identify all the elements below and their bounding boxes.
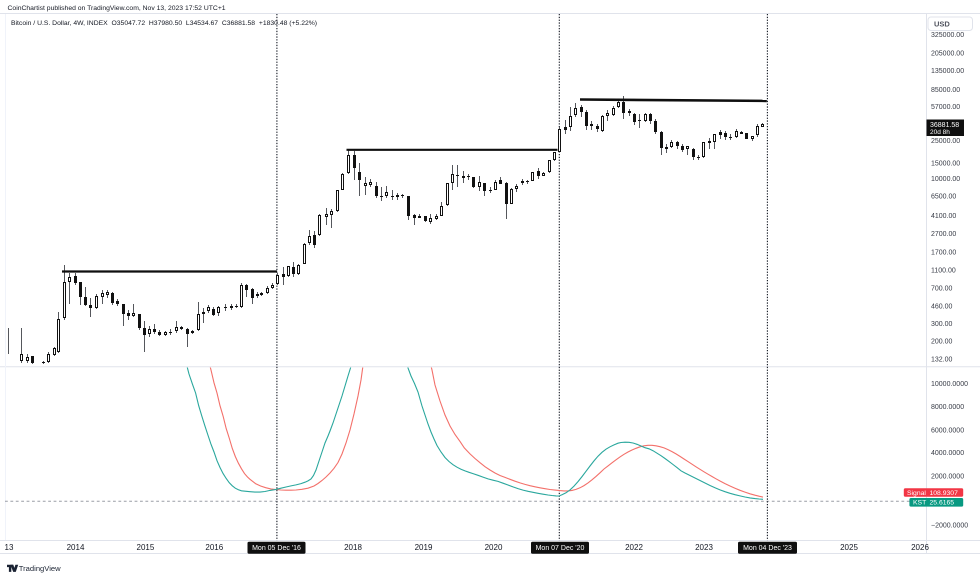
- svg-text:2015: 2015: [137, 543, 155, 552]
- svg-text:CoinChartist published on Trad: CoinChartist published on TradingView.co…: [8, 5, 226, 12]
- svg-text:460.00: 460.00: [931, 303, 953, 310]
- svg-text:8000.0000: 8000.0000: [931, 404, 964, 411]
- svg-text:132.00: 132.00: [931, 356, 953, 363]
- svg-text:10000.00: 10000.00: [931, 176, 960, 183]
- svg-text:1100.00: 1100.00: [931, 267, 956, 274]
- svg-text:6500.00: 6500.00: [931, 194, 956, 201]
- svg-text:15000.00: 15000.00: [931, 161, 960, 168]
- svg-text:4000.0000: 4000.0000: [931, 450, 964, 457]
- svg-text:2014: 2014: [67, 543, 85, 552]
- svg-text:USD: USD: [934, 19, 950, 28]
- svg-text:2000.0000: 2000.0000: [931, 474, 964, 481]
- svg-text:135000.00: 135000.00: [931, 68, 964, 75]
- svg-text:205000.00: 205000.00: [931, 50, 964, 57]
- svg-text:TradingView: TradingView: [19, 564, 61, 573]
- svg-text:2022: 2022: [625, 543, 643, 552]
- svg-text:2020: 2020: [485, 543, 503, 552]
- svg-text:325000.00: 325000.00: [931, 32, 964, 39]
- svg-text:2700.00: 2700.00: [931, 231, 956, 238]
- svg-text:20d 8h: 20d 8h: [930, 129, 950, 136]
- svg-text:−2000.0000: −2000.0000: [931, 523, 968, 530]
- svg-text:25.6165: 25.6165: [930, 500, 955, 507]
- svg-text:25000.00: 25000.00: [931, 138, 960, 145]
- svg-text:KST: KST: [913, 500, 926, 507]
- svg-text:700.00: 700.00: [931, 286, 953, 293]
- svg-text:200.00: 200.00: [931, 339, 953, 346]
- svg-text:108.9307: 108.9307: [930, 490, 959, 497]
- svg-text:300.00: 300.00: [931, 321, 953, 328]
- svg-text:57000.00: 57000.00: [931, 104, 960, 111]
- svg-text:2018: 2018: [344, 543, 362, 552]
- svg-text:1700.00: 1700.00: [931, 249, 956, 256]
- svg-text:Bitcoin / U.S. Dollar, 4W, IND: Bitcoin / U.S. Dollar, 4W, INDEX O35047.…: [11, 20, 317, 27]
- svg-text:13: 13: [5, 543, 14, 552]
- svg-text:Mon 07 Dec '20: Mon 07 Dec '20: [536, 545, 585, 552]
- svg-text:Mon 05 Dec '16: Mon 05 Dec '16: [252, 545, 301, 552]
- svg-text:85000.00: 85000.00: [931, 87, 960, 94]
- svg-text:2026: 2026: [911, 543, 929, 552]
- svg-text:6000.0000: 6000.0000: [931, 427, 964, 434]
- svg-text:2019: 2019: [415, 543, 433, 552]
- svg-text:36881.58: 36881.58: [930, 122, 959, 129]
- svg-text:4100.00: 4100.00: [931, 213, 956, 220]
- svg-text:2023: 2023: [695, 543, 713, 552]
- svg-text:10000.0000: 10000.0000: [931, 381, 968, 388]
- svg-text:2025: 2025: [840, 543, 858, 552]
- svg-text:Mon 04 Dec '23: Mon 04 Dec '23: [743, 545, 792, 552]
- svg-text:2016: 2016: [205, 543, 223, 552]
- svg-text:Signal: Signal: [907, 490, 926, 497]
